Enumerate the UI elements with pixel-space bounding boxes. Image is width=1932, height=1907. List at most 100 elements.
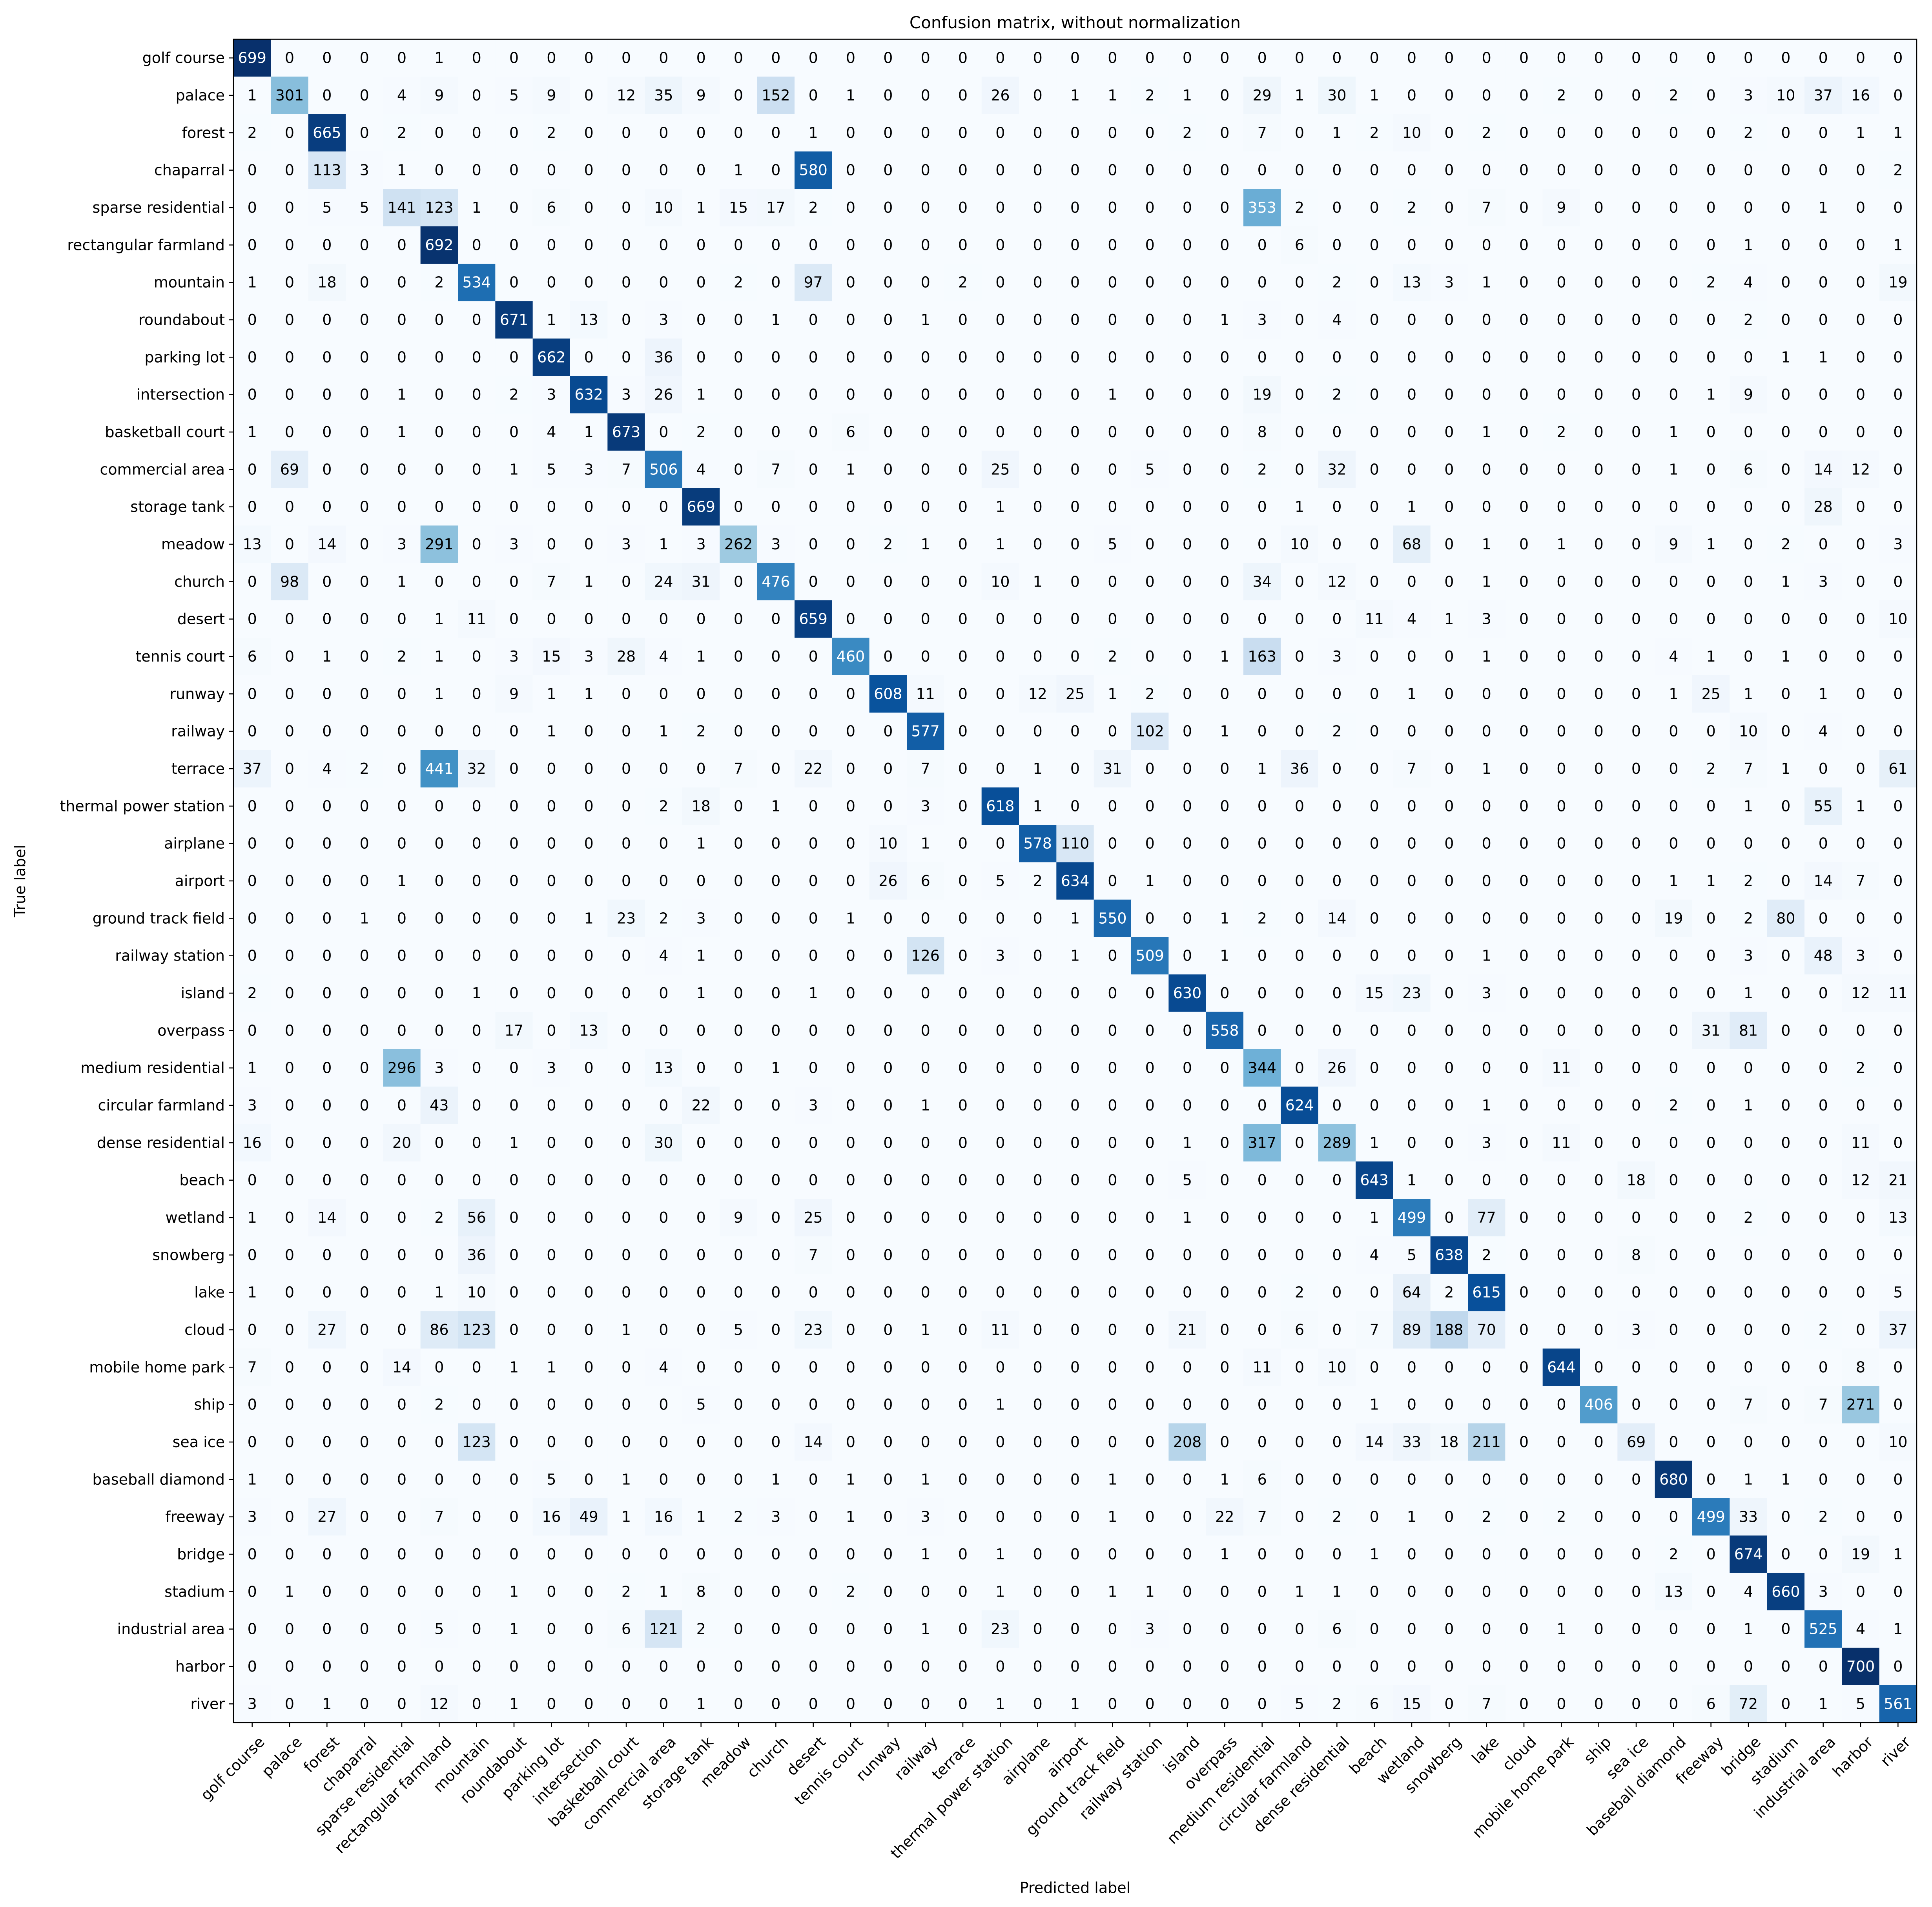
cell-value-label: 49 [579, 1508, 598, 1526]
y-tick-label: roundabout [139, 311, 225, 328]
cell-value-label: 0 [547, 797, 556, 815]
cell-value-label: 0 [248, 461, 257, 478]
cell-value-label: 0 [921, 910, 930, 927]
cell-value-label: 0 [1893, 386, 1903, 403]
cell-value-label: 0 [1519, 1695, 1529, 1712]
cell-value-label: 0 [1594, 573, 1604, 590]
matrix-cell [1767, 264, 1805, 301]
cell-value-label: 0 [1258, 1172, 1267, 1189]
cell-value-label: 0 [285, 274, 294, 291]
matrix-cell [907, 151, 944, 189]
cell-value-label: 0 [1220, 1209, 1229, 1226]
cell-value-label: 3 [696, 536, 706, 553]
matrix-cell [1393, 189, 1431, 227]
cell-value-label: 0 [958, 984, 968, 1002]
cell-value-label: 1 [771, 797, 780, 815]
cell-value-label: 0 [734, 797, 743, 815]
cell-value-label: 0 [1594, 1097, 1604, 1114]
matrix-cell [795, 264, 832, 301]
cell-value-label: 18 [691, 797, 710, 815]
cell-value-label: 1 [1295, 87, 1304, 104]
cell-value-label: 0 [846, 1433, 855, 1451]
cell-value-label: 0 [1370, 1284, 1379, 1301]
cell-value-label: 1 [696, 947, 706, 964]
cell-value-label: 0 [995, 723, 1005, 740]
matrix-cell [495, 189, 533, 227]
cell-value-label: 0 [1557, 723, 1566, 740]
cell-value-label: 0 [1519, 910, 1529, 927]
matrix-cell [907, 114, 944, 152]
cell-value-label: 0 [322, 573, 332, 590]
cell-value-label: 0 [360, 1508, 369, 1526]
cell-value-label: 0 [622, 984, 631, 1002]
cell-value-label: 6 [1332, 1621, 1341, 1638]
cell-value-label: 0 [1220, 1246, 1229, 1263]
matrix-cell [1655, 226, 1693, 264]
cell-value-label: 0 [434, 1134, 444, 1151]
cell-value-label: 0 [1631, 1358, 1641, 1376]
cell-value-label: 0 [1108, 1097, 1117, 1114]
cell-value-label: 0 [1893, 685, 1903, 702]
cell-value-label: 0 [584, 1658, 594, 1675]
matrix-cell [795, 39, 832, 77]
cell-value-label: 1 [1856, 124, 1865, 141]
cell-value-label: 0 [547, 1209, 556, 1226]
matrix-cell [1655, 301, 1693, 339]
cell-value-label: 0 [1594, 872, 1604, 890]
cell-value-label: 0 [1706, 498, 1716, 516]
matrix-cell [795, 301, 832, 339]
cell-value-label: 0 [1033, 1022, 1043, 1039]
cell-value-label: 0 [360, 236, 369, 253]
cell-value-label: 1 [1108, 1508, 1117, 1526]
cell-value-label: 0 [1108, 162, 1117, 179]
cell-value-label: 0 [883, 797, 893, 815]
matrix-cell [1879, 301, 1917, 339]
cell-value-label: 0 [547, 611, 556, 628]
cell-value-label: 0 [846, 1658, 855, 1675]
cell-value-label: 13 [242, 536, 261, 553]
cell-value-label: 0 [1594, 274, 1604, 291]
cell-value-label: 0 [734, 1172, 743, 1189]
cell-value-label: 72 [1739, 1695, 1758, 1712]
cell-value-label: 0 [1070, 1508, 1080, 1526]
cell-value-label: 25 [804, 1209, 822, 1226]
cell-value-label: 0 [1519, 797, 1529, 815]
cell-value-label: 0 [584, 1358, 594, 1376]
cell-value-label: 0 [883, 910, 893, 927]
cell-value-label: 0 [659, 685, 668, 702]
cell-value-label: 0 [1108, 1209, 1117, 1226]
cell-value-label: 0 [1856, 274, 1865, 291]
cell-value-label: 0 [1781, 236, 1790, 253]
cell-value-label: 0 [1631, 274, 1641, 291]
cell-value-label: 0 [1856, 236, 1865, 253]
matrix-cell [570, 189, 608, 227]
cell-value-label: 0 [1370, 348, 1379, 366]
cell-value-label: 0 [958, 1658, 968, 1675]
cell-value-label: 2 [696, 723, 706, 740]
matrix-cell [346, 376, 383, 414]
cell-value-label: 0 [1407, 947, 1416, 964]
cell-value-label: 32 [1327, 461, 1346, 478]
cell-value-label: 0 [1444, 1358, 1454, 1376]
matrix-cell [346, 39, 383, 77]
cell-value-label: 14 [804, 1433, 822, 1451]
matrix-cell [1542, 39, 1580, 77]
cell-value-label: 0 [1519, 1508, 1529, 1526]
cell-value-label: 0 [584, 124, 594, 141]
matrix-cell [233, 376, 271, 414]
cell-value-label: 0 [1706, 1321, 1716, 1338]
cell-value-label: 0 [1519, 760, 1529, 777]
matrix-cell [1243, 151, 1281, 189]
cell-value-label: 0 [322, 87, 332, 104]
cell-value-label: 0 [1893, 1059, 1903, 1077]
cell-value-label: 0 [809, 723, 818, 740]
matrix-cell [420, 264, 458, 301]
cell-value-label: 0 [622, 1172, 631, 1189]
cell-value-label: 0 [360, 1172, 369, 1189]
matrix-cell [645, 376, 683, 414]
cell-value-label: 0 [1706, 1471, 1716, 1488]
cell-value-label: 0 [622, 835, 631, 852]
cell-value-label: 25 [991, 461, 1010, 478]
cell-value-label: 3 [360, 162, 369, 179]
cell-value-label: 2 [1893, 162, 1903, 179]
